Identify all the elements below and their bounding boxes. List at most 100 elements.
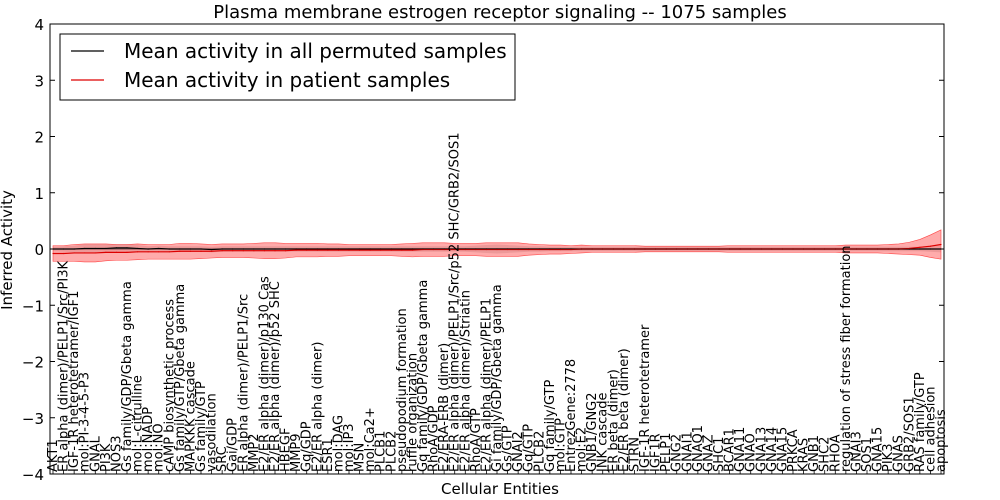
data-point [84, 252, 86, 254]
x-tick-label: E2/ER alpha (dimer)/PELP1 [479, 298, 494, 472]
data-point [295, 249, 297, 251]
data-point [284, 250, 287, 252]
x-tick-label: E2/ERA-ERB (dimer) [437, 343, 452, 472]
data-point [919, 246, 921, 248]
x-tick-label: E2/ER alpha (dimer) [310, 342, 325, 472]
x-tick-label: STRN [627, 437, 642, 472]
data-point [232, 250, 234, 252]
data-point [105, 251, 107, 253]
x-tick-label: BCAR1 [723, 428, 738, 472]
x-tick-label: MSN [353, 443, 368, 472]
data-point [221, 250, 223, 252]
x-tick-label: GNAI1 [680, 431, 695, 472]
x-tick-label: PLCB2 [384, 431, 399, 472]
y-axis-title: Inferred Activity [0, 190, 16, 310]
data-point [158, 251, 160, 253]
data-point [94, 252, 96, 254]
data-point [940, 243, 942, 246]
x-tick-label: RhoA/GDP [427, 405, 442, 472]
x-tick-label: ER alpha (dimer)/PELP1/Src/PI3K [57, 260, 72, 472]
y-tick-label: 2 [34, 129, 44, 147]
data-point [62, 252, 65, 255]
y-tick-label: 4 [34, 16, 44, 34]
x-tick-label: JNK cascade [596, 393, 611, 473]
x-tick-label: GNB1/GNG2 [585, 392, 600, 472]
x-tick-label: cAMP biosynthetic process [162, 299, 177, 472]
x-tick-label: SRC [215, 446, 230, 472]
series-band-1 [52, 229, 942, 263]
x-tick-label: Gq family/GTP [543, 379, 558, 472]
x-tick-label: HBEGF [279, 428, 294, 472]
x-tick-label: GRB2/SOS1 [902, 396, 917, 472]
x-tick-label: GNA13 [754, 427, 769, 472]
x-tick-label: GNAZ [701, 434, 716, 472]
data-point [348, 249, 350, 251]
y-tick-label: 1 [34, 185, 44, 203]
data-point [411, 249, 414, 251]
x-tick-label: GNAS [892, 435, 907, 472]
data-point [242, 250, 244, 252]
legend-box [59, 33, 516, 101]
x-tick-label: E2/ER alpha (dimer)/Striatin [458, 290, 473, 472]
x-tick-label: AKT1 [46, 439, 61, 472]
x-axis-title: Cellular Entities [441, 480, 559, 498]
x-tick-label: PRKCA [786, 429, 801, 472]
y-axis: −4 −3 −2 −1 0 1 2 3 4 [22, 16, 944, 484]
x-tick-label: Gi family/GDP/Gbeta gamma [490, 284, 505, 472]
x-tick-label: GNB1 [807, 435, 822, 472]
x-tick-label: ER beta (dimer) [606, 369, 621, 472]
chart-title: Plasma membrane estrogen receptor signal… [213, 2, 786, 23]
data-point [126, 251, 128, 253]
x-tick-label: GNA11 [733, 427, 748, 472]
x-tick-label: PIK3 [881, 444, 896, 472]
x-tick-label: GNA15 [871, 427, 886, 472]
x-tick-label: apoptosis [934, 409, 949, 472]
data-point [358, 249, 361, 251]
data-point [210, 250, 213, 252]
x-tick-label: E2/ER alpha (dimer)/PELP1/Src/p52 SHC/GR… [448, 132, 463, 472]
x-tick-label: mol:GTP [553, 418, 568, 472]
x-tick-label: GNA14 [765, 427, 780, 472]
x-tick-label: GNAO [744, 433, 759, 472]
x-tick-label: E2/ER alpha (dimer)/p52 SHC [268, 281, 283, 472]
x-tick-label: GNG2 [670, 434, 685, 472]
x-tick-label: regulation of stress fiber formation [839, 245, 854, 472]
x-tick-label: PELP1 [659, 433, 674, 472]
x-tick-label: GNAI2 [511, 431, 526, 472]
x-tick-label: IGF1R [649, 433, 664, 472]
x-tick-label: mol:NADP [141, 407, 156, 472]
x-tick-label: SHC1 [712, 437, 727, 472]
data-point [52, 252, 54, 255]
x-tick-label: MMP2 [247, 433, 262, 472]
data-point [306, 249, 308, 251]
x-tick-label: ruffle organization [405, 353, 420, 472]
x-tick-label: GNAQ1 [691, 425, 706, 472]
confidence-bands [52, 229, 942, 263]
x-tick-label: mol:Ca2+ [363, 407, 378, 472]
data-point [200, 250, 202, 252]
x-tick-label: MMP9 [289, 433, 304, 472]
x-tick-label: IGF-1R heterotetramer [638, 324, 653, 472]
x-tick-label: Gs family/GDP/Gbeta gamma [120, 281, 135, 472]
x-tick-label: NOS3 [109, 436, 124, 472]
y-tick-label: −4 [22, 466, 44, 484]
x-tick-label: RHOA [828, 434, 843, 472]
x-tick-label: Gq family/GDP/Gbeta gamma [416, 280, 431, 472]
y-tick-label: −2 [22, 354, 44, 372]
x-tick-label: PLCB1 [374, 431, 389, 472]
x-tick-label: mol:PI-3-4-5-P3 [78, 372, 93, 472]
data-point [147, 251, 149, 253]
x-tick-label: ESR1 [321, 438, 336, 472]
x-tick-label: mol:DAG [331, 415, 346, 472]
x-tick-label: GNAL [88, 435, 103, 472]
x-tick-label: RAS family/GTP [913, 372, 928, 472]
x-tick-label: mol:IP3 [342, 423, 357, 472]
x-tick-label: Gs/GTP [501, 425, 516, 472]
x-tick-label: SHC2 [818, 437, 833, 472]
x-tick-label: Gq/GTP [522, 424, 537, 472]
x-tick-label: GNAI3 [849, 431, 864, 472]
data-point [380, 249, 382, 251]
